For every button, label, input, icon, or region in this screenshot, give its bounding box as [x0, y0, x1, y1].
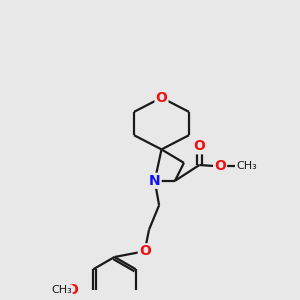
Text: O: O — [214, 159, 226, 173]
Text: CH₃: CH₃ — [236, 161, 257, 171]
Text: O: O — [67, 283, 79, 297]
Text: CH₃: CH₃ — [51, 285, 72, 295]
Text: O: O — [194, 139, 205, 153]
Text: O: O — [139, 244, 151, 258]
Text: O: O — [156, 91, 167, 105]
Text: N: N — [149, 174, 160, 188]
